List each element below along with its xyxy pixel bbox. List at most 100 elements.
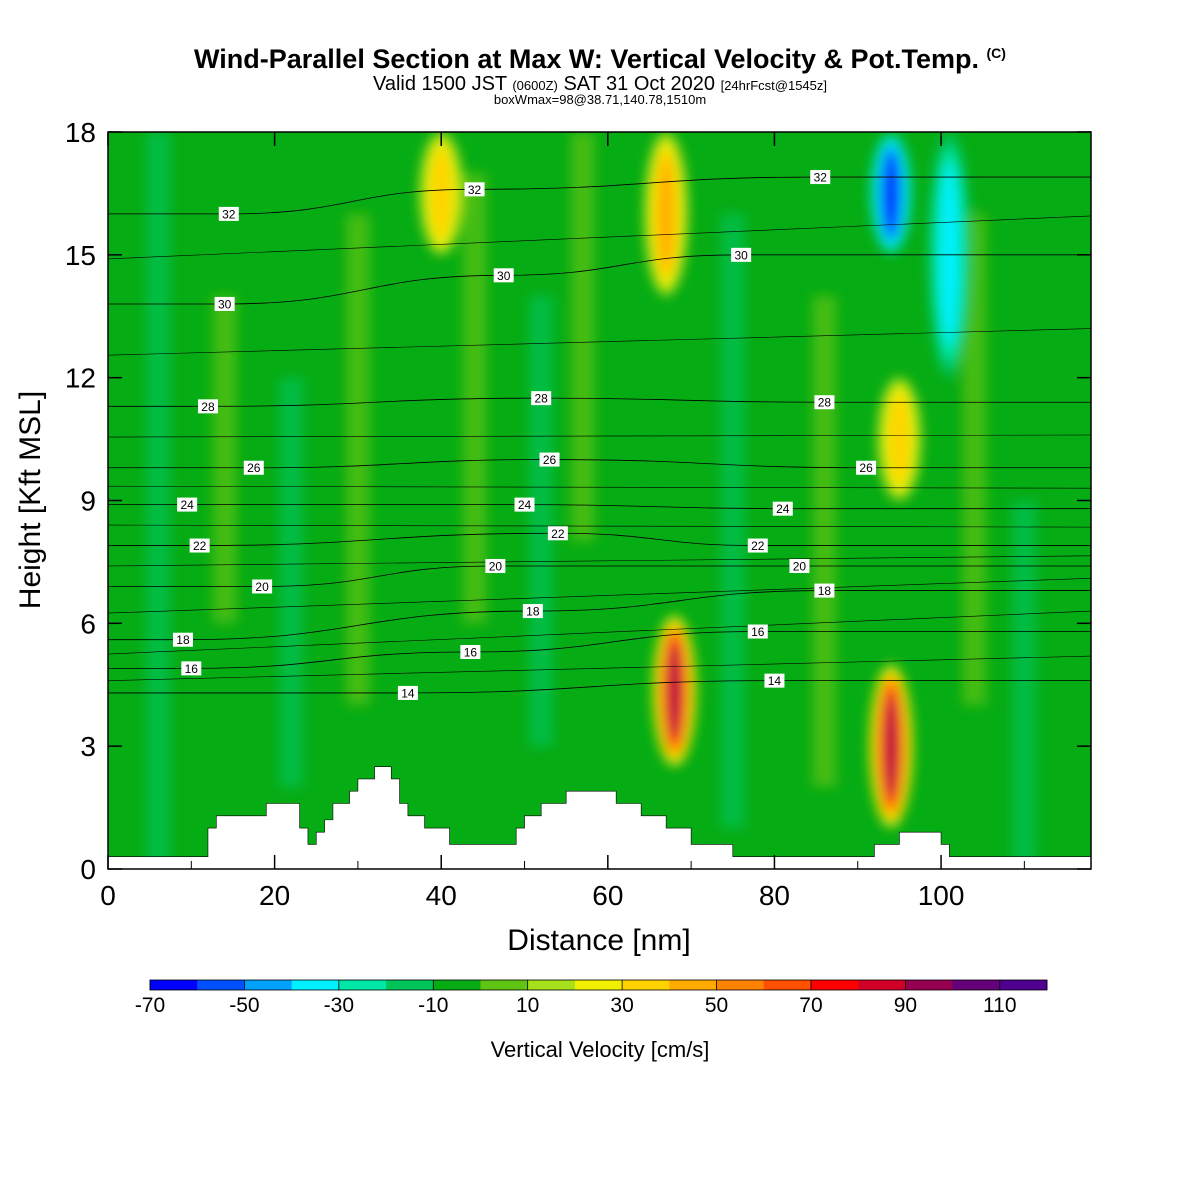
contour-label: 14 [764, 673, 785, 688]
theta-contour-minor [108, 328, 1091, 356]
chart-title-text: Wind-Parallel Section at Max W: Vertical… [194, 44, 979, 74]
colorbar-swatch [669, 980, 718, 990]
colorbar-tick-label: 90 [894, 994, 917, 1017]
colorbar: -70 -50 -30 -10 10 30 50 70 90 110 [135, 979, 1048, 1017]
w-feature-band [885, 153, 897, 234]
contour-label: 28 [197, 399, 218, 414]
w-stripe [212, 295, 237, 624]
vertical-velocity-field [145, 132, 1037, 869]
svg-text:18: 18 [176, 633, 190, 647]
w-feature-band [431, 147, 451, 240]
colorbar-swatch [291, 980, 340, 990]
colorbar-swatch [386, 980, 434, 990]
colorbar-tick-label: 110 [983, 994, 1016, 1017]
forecast-info: [24hrFcst@1545z] [720, 78, 827, 93]
colorbar-swatch [433, 980, 481, 990]
svg-text:16: 16 [464, 645, 478, 659]
x-tick-label: 60 [592, 880, 623, 911]
contour-label: 20 [485, 559, 506, 574]
y-tick-label: 15 [65, 240, 96, 271]
svg-text:22: 22 [751, 539, 765, 553]
valid-time: Valid 1500 JST [372, 73, 507, 95]
colorbar-swatch [150, 980, 198, 990]
boxwmax-info: boxWmax=98@38.71,140.78,1510m [0, 92, 1200, 107]
colorbar-swatch [858, 980, 906, 990]
colorbar-swatch [338, 980, 387, 990]
contour-label: 26 [539, 452, 560, 467]
w-feature-band [887, 695, 896, 798]
colorbar-tick-label: -50 [229, 994, 259, 1017]
contour-label: 16 [747, 624, 768, 639]
contour-label: 22 [547, 526, 568, 541]
svg-text:22: 22 [193, 539, 207, 553]
y-tick-label: 6 [80, 608, 96, 639]
y-axis-title: Height [Kft MSL] [14, 391, 47, 609]
colorbar-swatch [574, 980, 623, 990]
valid-date: SAT 31 Oct 2020 [563, 73, 716, 95]
contour-label: 26 [243, 460, 264, 475]
contour-label: 30 [731, 247, 752, 262]
colorbar-swatch [527, 980, 576, 990]
colorbar-swatch [763, 980, 812, 990]
colorbar-swatch [244, 980, 293, 990]
svg-text:28: 28 [535, 392, 549, 406]
colorbar-tick-label: -10 [418, 994, 448, 1017]
contour-label: 24 [514, 497, 535, 512]
y-tick-label: 0 [80, 854, 96, 885]
valid-zulu: (0600Z) [512, 78, 558, 93]
svg-text:14: 14 [401, 686, 415, 700]
chart-subtitle: Valid 1500 JST (0600Z) SAT 31 Oct 2020 [… [0, 73, 1200, 96]
w-stripe [720, 213, 745, 829]
colorbar-tick-label: 30 [610, 994, 633, 1017]
contour-label: 28 [814, 395, 835, 410]
svg-text:22: 22 [551, 527, 565, 541]
theta-contour [108, 565, 1091, 587]
x-tick-label: 20 [259, 880, 290, 911]
contour-label: 22 [747, 538, 768, 553]
contour-label: 18 [814, 583, 835, 598]
contour-label: 24 [772, 501, 793, 516]
axes: 0 20 40 60 80 100 0 3 6 9 12 15 18 [65, 117, 1091, 911]
w-stripe [145, 132, 170, 869]
theta-contour-labels: 32 32 32 30 30 30 28 28 28 26 26 26 24 24 24 22 22 22 20 20… [172, 170, 877, 700]
y-tick-label: 9 [80, 486, 96, 517]
svg-text:28: 28 [818, 396, 832, 410]
contour-label: 16 [460, 644, 481, 659]
boxwmax-text: boxWmax=98@38.71,140.78,1510m [493, 92, 707, 107]
svg-text:16: 16 [185, 662, 199, 676]
theta-contour-minor [108, 577, 1091, 614]
contour-label: 20 [252, 579, 273, 594]
w-stripe [345, 213, 370, 706]
contour-label: 26 [856, 460, 877, 475]
theta-contour-minor [108, 215, 1091, 260]
svg-text:18: 18 [526, 605, 540, 619]
theta-contour-minor [108, 434, 1091, 438]
svg-text:28: 28 [201, 400, 215, 414]
theta-contour-minor [108, 555, 1091, 567]
svg-text:16: 16 [751, 625, 765, 639]
colorbar-swatch [952, 980, 1001, 990]
svg-text:20: 20 [255, 580, 269, 594]
y-tick-label: 3 [80, 731, 96, 762]
w-stripe [529, 295, 554, 747]
colorbar-swatch [716, 980, 765, 990]
contour-label: 14 [397, 685, 418, 700]
colorbar-tick-label: -70 [135, 994, 165, 1017]
colorbar-tick-label: 70 [799, 994, 822, 1017]
svg-text:14: 14 [768, 674, 782, 688]
svg-text:30: 30 [497, 269, 511, 283]
theta-contour-minor [108, 655, 1091, 681]
svg-text:18: 18 [818, 584, 832, 598]
contour-label: 20 [789, 559, 810, 574]
terrain [108, 766, 1091, 869]
x-tick-label: 40 [426, 880, 457, 911]
w-feature-band [658, 156, 674, 272]
contour-label: 18 [522, 604, 543, 619]
colorbar-title: Vertical Velocity [cm/s] [491, 1037, 710, 1062]
colorbar-tick-label: 50 [705, 994, 728, 1017]
svg-text:32: 32 [222, 207, 236, 221]
svg-text:26: 26 [247, 461, 261, 475]
contour-label: 16 [181, 661, 202, 676]
theta-contour [108, 680, 1091, 694]
